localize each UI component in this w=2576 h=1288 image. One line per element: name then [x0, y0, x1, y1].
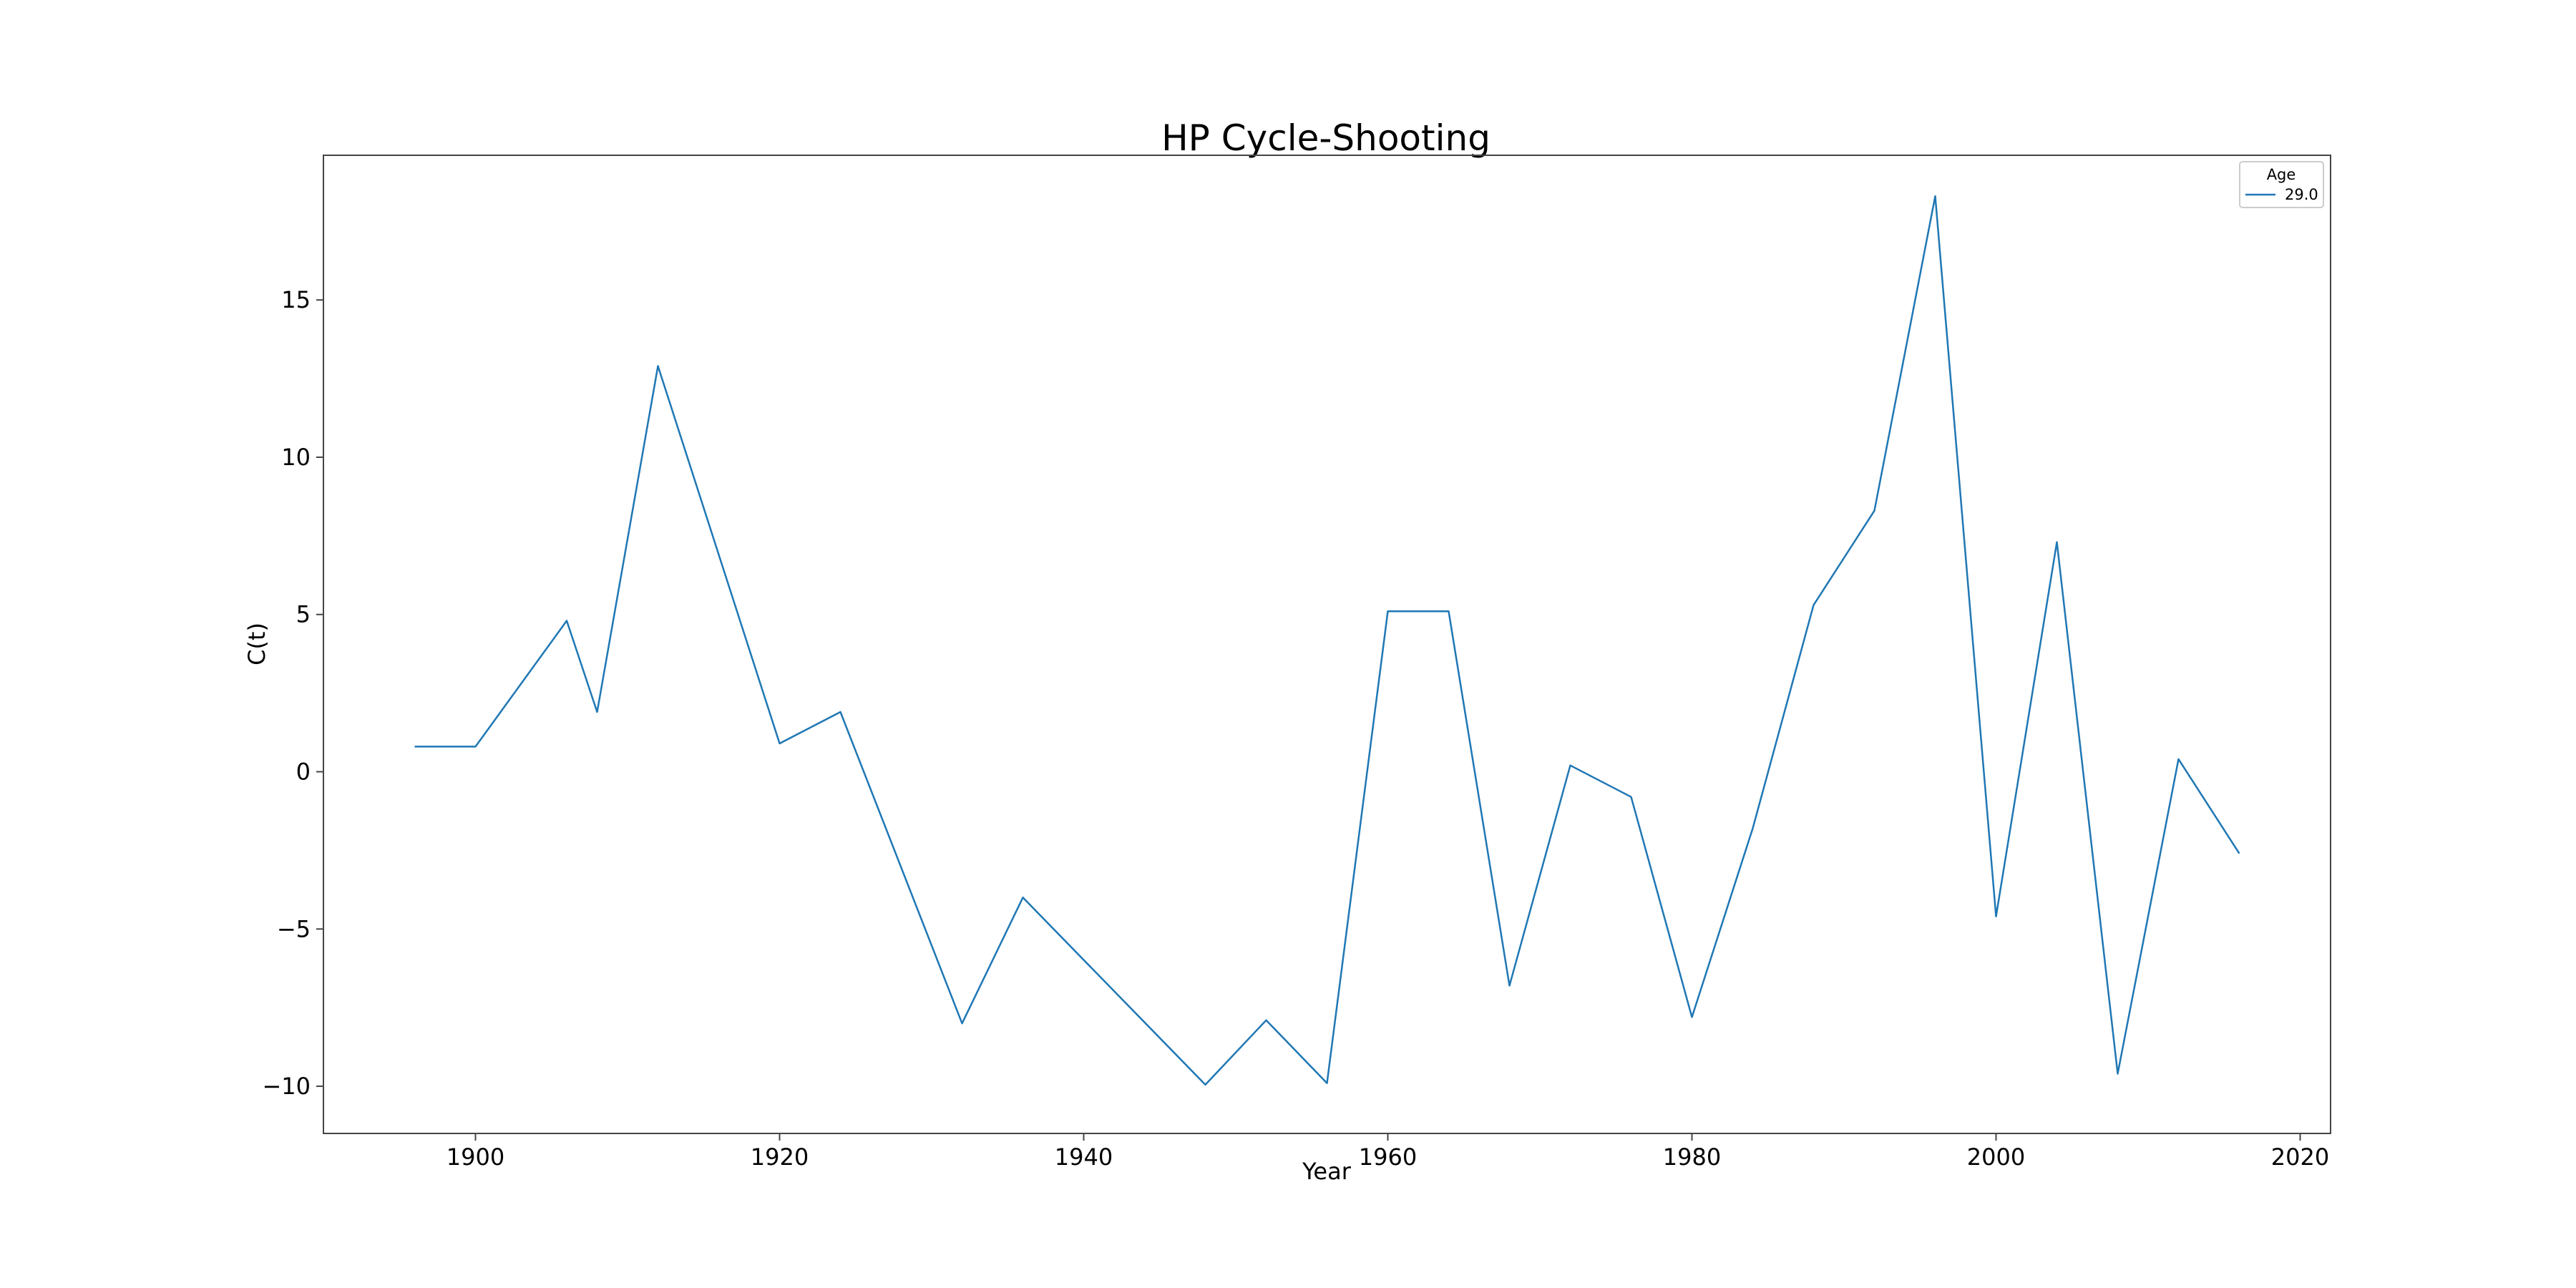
x-tick-label: 1960 — [1359, 1143, 1417, 1171]
legend-title: Age — [2267, 166, 2296, 183]
series-layer — [414, 195, 2240, 1086]
legend-box — [2239, 161, 2324, 208]
y-tick-label: −5 — [277, 915, 311, 942]
x-tick-label: 1980 — [1663, 1143, 1721, 1171]
x-tick-label: 2000 — [1967, 1143, 2025, 1171]
y-tick-label: −10 — [262, 1073, 311, 1100]
x-axis: 1900 1920 1940 1960 1980 2000 2020 — [447, 1133, 2329, 1171]
x-tick-label: 1940 — [1055, 1143, 1113, 1171]
chart-title: HP Cycle-Shooting — [1161, 117, 1491, 159]
x-tick-label: 1900 — [447, 1143, 504, 1171]
legend: Age 29.0 — [2239, 161, 2324, 208]
y-tick-label: 0 — [296, 758, 311, 786]
plot-frame — [323, 155, 2331, 1134]
y-tick-label: 10 — [281, 444, 311, 471]
series-line-0 — [414, 195, 2240, 1086]
y-tick-label: 5 — [296, 601, 311, 628]
x-axis-label: Year — [1302, 1158, 1352, 1185]
legend-label: 29.0 — [2285, 186, 2318, 203]
y-axis: −10 −5 0 5 10 15 — [262, 286, 323, 1100]
x-tick-label: 1920 — [751, 1143, 809, 1171]
y-tick-label: 15 — [281, 286, 311, 313]
x-tick-label: 2020 — [2271, 1143, 2329, 1171]
y-axis-label: C(t) — [243, 623, 270, 665]
